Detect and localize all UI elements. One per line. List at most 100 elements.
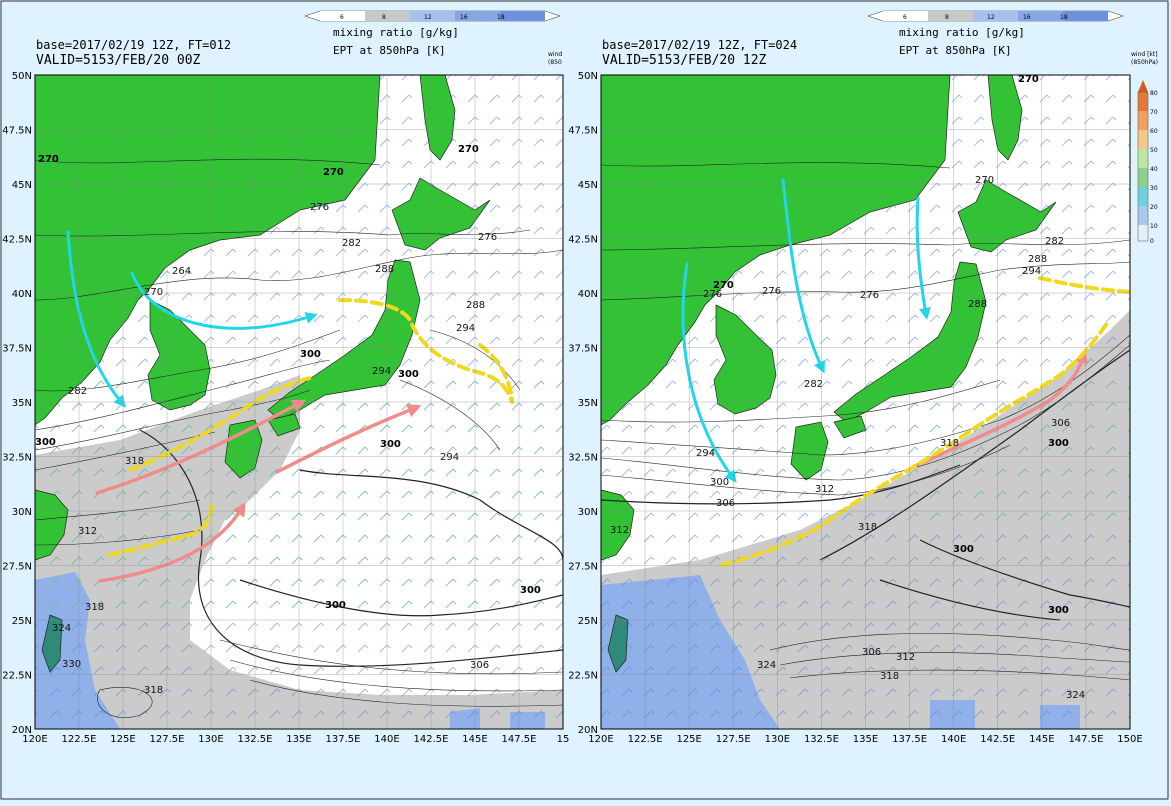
contour-label: 312	[78, 526, 97, 537]
dry-air-arrow	[130, 271, 318, 330]
contour-label: 294	[456, 323, 475, 334]
colorbar-tick: 6	[340, 14, 344, 21]
latitude-label: 37.5N	[2, 344, 32, 355]
longitude-label: 150E	[1117, 734, 1142, 745]
latitude-label: 47.5N	[2, 126, 32, 137]
latitude-label: 20N	[12, 725, 32, 736]
longitude-label: 145E	[462, 734, 487, 745]
moist-air-arrow	[911, 349, 1089, 469]
wind-tick: 50	[1150, 147, 1158, 154]
land-taiwan	[607, 614, 629, 673]
contour-label: 282	[804, 379, 823, 390]
longitude-label: 120E	[22, 734, 47, 745]
contour-label: 276	[860, 290, 879, 301]
latitude-label: 27.5N	[2, 562, 32, 573]
panel-left-valid: VALID=5153/FEB/20 00Z	[36, 53, 201, 68]
longitude-label: 142.5E	[414, 734, 449, 745]
latitude-label: 50N	[12, 71, 32, 82]
longitude-label: 137.5E	[326, 734, 361, 745]
colorbar-mixing-ratio-right: 6 8 12 16 18 mixing ratio [g/kg] EPT at …	[867, 10, 1124, 57]
colorbar-tick: 8	[945, 14, 949, 21]
land-kyushu	[790, 421, 829, 481]
latitude-label: 42.5N	[2, 235, 32, 246]
colorbar-tick: 18	[497, 14, 505, 21]
land-korea	[713, 304, 777, 415]
longitude-label: 120E	[588, 734, 613, 745]
wind-legend-label: wind [kt]	[1131, 51, 1158, 58]
latitude-label: 37.5N	[568, 344, 598, 355]
contour-label: 300	[380, 439, 401, 450]
colorbar-tick: 8	[382, 14, 386, 21]
longitude-label: 135E	[286, 734, 311, 745]
contour-label: 294	[440, 452, 459, 463]
contour-label: 306	[716, 498, 735, 509]
contour-label: 300	[300, 349, 321, 360]
colorbar-mixing-ratio-left: 6 8 12 16 18 mixing ratio [g/kg] EPT at …	[304, 10, 561, 57]
latitude-label: 42.5N	[568, 235, 598, 246]
wind-speed-colorbar: 80 70 60 50 40 30 20 10 0	[1137, 80, 1158, 245]
latitude-label: 30N	[578, 507, 598, 518]
longitude-label: 125E	[110, 734, 135, 745]
longitude-label: 145E	[1029, 734, 1054, 745]
wind-legend-label: wind	[548, 51, 562, 58]
latitude-label: 22.5N	[2, 671, 32, 682]
contour-label: 318	[125, 456, 144, 467]
contour-label: 300	[520, 585, 541, 596]
contour-label: 300	[35, 437, 56, 448]
colorbar-title: mixing ratio [g/kg]	[899, 26, 1025, 39]
longitude-label: 122.5E	[62, 734, 97, 745]
latitude-label: 45N	[12, 180, 32, 191]
dry-air-arrow	[66, 230, 126, 408]
wind-tick: 0	[1150, 238, 1154, 245]
contour-label: 276	[762, 286, 781, 297]
latitude-label: 40N	[578, 289, 598, 300]
wind-legend-label: (850	[548, 59, 562, 66]
wind-tick: 60	[1150, 128, 1158, 135]
contour-label: 288	[968, 299, 987, 310]
contour-label: 276	[703, 289, 722, 300]
longitude-label: 147.5E	[1068, 734, 1103, 745]
contour-label: 330	[62, 659, 81, 670]
latitude-label: 32.5N	[568, 453, 598, 464]
map-frame-right	[600, 74, 1131, 730]
contour-label: 270	[38, 154, 59, 165]
panel-right-base: base=2017/02/19 12Z, FT=024	[602, 38, 797, 52]
longitude-label: 147.5E	[502, 734, 537, 745]
wind-tick: 30	[1150, 185, 1158, 192]
contour-label: 306	[862, 647, 881, 658]
contour-label: 318	[858, 522, 877, 533]
land-hokkaido	[957, 179, 1057, 253]
wind-tick: 20	[1150, 204, 1158, 211]
land-sakhalin	[987, 75, 1023, 161]
contour-label: 318	[940, 438, 959, 449]
longitude-label: 135E	[853, 734, 878, 745]
contour-label: 276	[478, 232, 497, 243]
wind-tick: 80	[1150, 90, 1158, 97]
grid-left	[35, 75, 563, 729]
wind-tick: 70	[1150, 109, 1158, 116]
latitude-label: 20N	[578, 725, 598, 736]
wind-tick: 10	[1150, 223, 1158, 230]
dry-air-arrow	[781, 178, 825, 374]
contour-label: 318	[880, 671, 899, 682]
latitude-label: 35N	[578, 398, 598, 409]
map-frame-left	[34, 74, 564, 730]
latitude-label: 32.5N	[2, 453, 32, 464]
longitude-label: 127.5E	[716, 734, 751, 745]
front-line	[128, 376, 312, 472]
contour-label: 300	[325, 600, 346, 611]
wind-tick: 40	[1150, 166, 1158, 173]
ept-title: EPT at 850hPa [K]	[899, 44, 1012, 57]
latitude-label: 35N	[12, 398, 32, 409]
contour-label: 306	[1051, 418, 1070, 429]
contour-label: 270	[144, 287, 163, 298]
contour-label: 294	[1022, 266, 1041, 277]
contour-label: 324	[52, 623, 71, 634]
longitude-label: 140E	[374, 734, 399, 745]
moist-air-arrow	[98, 502, 246, 583]
contour-label: 288	[1028, 254, 1047, 265]
latitude-label: 47.5N	[568, 126, 598, 137]
longitude-label: 142.5E	[980, 734, 1015, 745]
contour-label: 318	[85, 602, 104, 613]
contour-label: 270	[713, 280, 734, 291]
